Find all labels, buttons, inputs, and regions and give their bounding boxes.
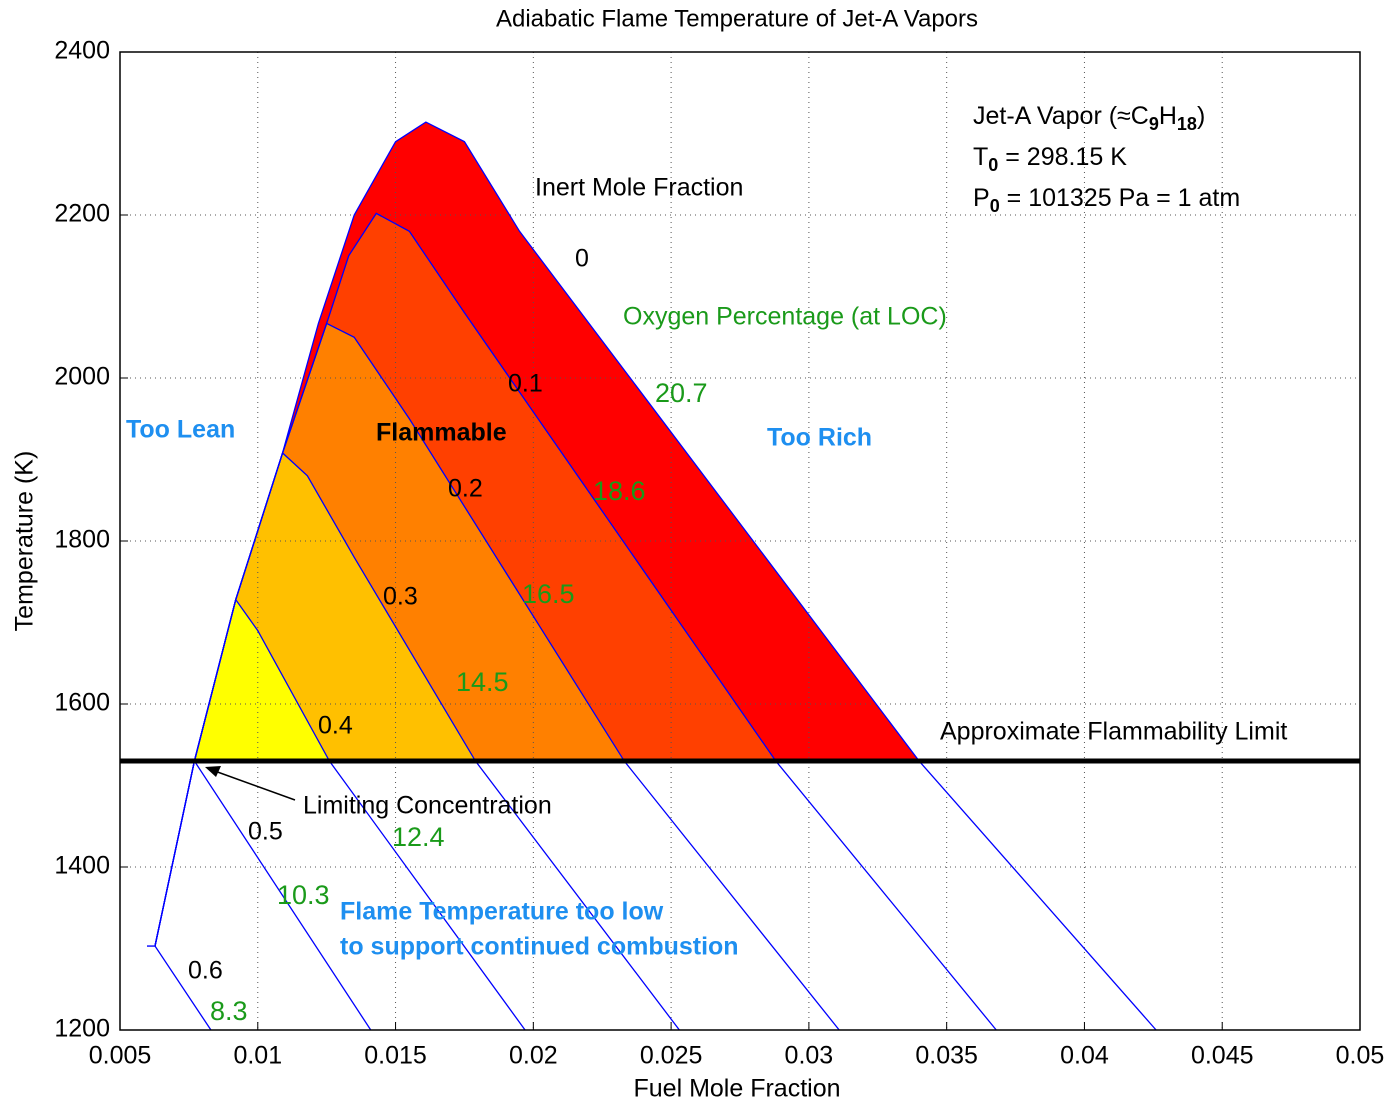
info-line: Jet-A Vapor (≈C9H18) [973, 102, 1205, 134]
annotation: Too Rich [767, 424, 872, 452]
inert-label: 0.6 [188, 957, 223, 985]
inert-label: 0.2 [448, 475, 483, 503]
info-line: T0 = 298.15 K [973, 143, 1127, 175]
x-tick-label: 0.04 [1060, 1042, 1109, 1070]
oxygen-label: 18.6 [593, 476, 646, 506]
info-text: Jet-A Vapor (≈C [973, 102, 1149, 130]
inert-label: 0.4 [318, 712, 353, 740]
x-tick-label: 0.025 [640, 1042, 703, 1070]
x-tick-label: 0.01 [233, 1042, 282, 1070]
arrow-line [211, 769, 296, 801]
oxygen-label: 14.5 [456, 667, 509, 697]
oxygen-label: 12.4 [392, 822, 445, 852]
info-line: P0 = 101325 Pa = 1 atm [973, 184, 1240, 216]
arrow-head [205, 766, 221, 777]
inert-label: 0.3 [383, 583, 418, 611]
temperature-curve [147, 945, 212, 1031]
info-text: P [973, 184, 990, 212]
x-tick-label: 0.05 [1336, 1042, 1385, 1070]
temperature-curve [193, 760, 372, 1031]
x-tick-label: 0.045 [1191, 1042, 1254, 1070]
oxygen-label: 8.3 [210, 996, 248, 1026]
flammable-area [194, 599, 330, 762]
lines [120, 121, 1360, 1031]
y-tick-label: 1400 [54, 852, 110, 880]
plot-frame [119, 51, 1361, 1031]
x-tick-label: 0.015 [364, 1042, 427, 1070]
annotation: to support continued combustion [340, 933, 739, 961]
annotation: Too Lean [126, 416, 235, 444]
chart-title: Adiabatic Flame Temperature of Jet-A Vap… [496, 5, 978, 32]
x-tick-label: 0.02 [509, 1042, 558, 1070]
info-text: T [973, 143, 988, 171]
limit-label: Approximate Flammability Limit [940, 718, 1287, 746]
annotation: Oxygen Percentage (at LOC) [623, 303, 947, 331]
info-box: Jet-A Vapor (≈C9H18)T0 = 298.15 KP0 = 10… [973, 102, 1240, 216]
y-axis-label: Temperature (K) [11, 451, 39, 632]
subscript: 0 [990, 196, 1000, 216]
inert-label: 0.5 [248, 818, 283, 846]
y-tick-label: 1200 [54, 1015, 110, 1043]
x-tick-label: 0.035 [915, 1042, 978, 1070]
temperature-curve [154, 598, 526, 1031]
x-axis-label: Fuel Mole Fraction [633, 1075, 840, 1103]
annotation: Flame Temperature too low [340, 898, 664, 926]
info-text: H [1159, 102, 1177, 130]
info-text: ) [1197, 102, 1205, 130]
oxygen-label: 10.3 [277, 880, 330, 910]
subscript: 0 [988, 155, 998, 175]
y-tick-label: 2400 [54, 37, 110, 65]
y-tick-label: 2000 [54, 363, 110, 391]
x-tick-label: 0.03 [785, 1042, 834, 1070]
y-tick-label: 1800 [54, 526, 110, 554]
inert-label: 0.1 [508, 370, 543, 398]
inert-label: 0 [575, 245, 589, 273]
y-tick-label: 2200 [54, 200, 110, 228]
oxygen-label: 20.7 [655, 378, 708, 408]
areas [194, 122, 920, 762]
subscript: 18 [1177, 114, 1197, 134]
y-tick-label: 1600 [54, 689, 110, 717]
annotation: Inert Mole Fraction [535, 174, 743, 202]
info-text: = 298.15 K [998, 143, 1127, 171]
subscript: 9 [1149, 114, 1159, 134]
oxygen-label: 16.5 [522, 579, 575, 609]
x-tick-label: 0.005 [89, 1042, 152, 1070]
info-text: = 101325 Pa = 1 atm [1000, 184, 1240, 212]
annotation: Flammable [376, 419, 507, 447]
annotation: Limiting Concentration [303, 792, 552, 820]
